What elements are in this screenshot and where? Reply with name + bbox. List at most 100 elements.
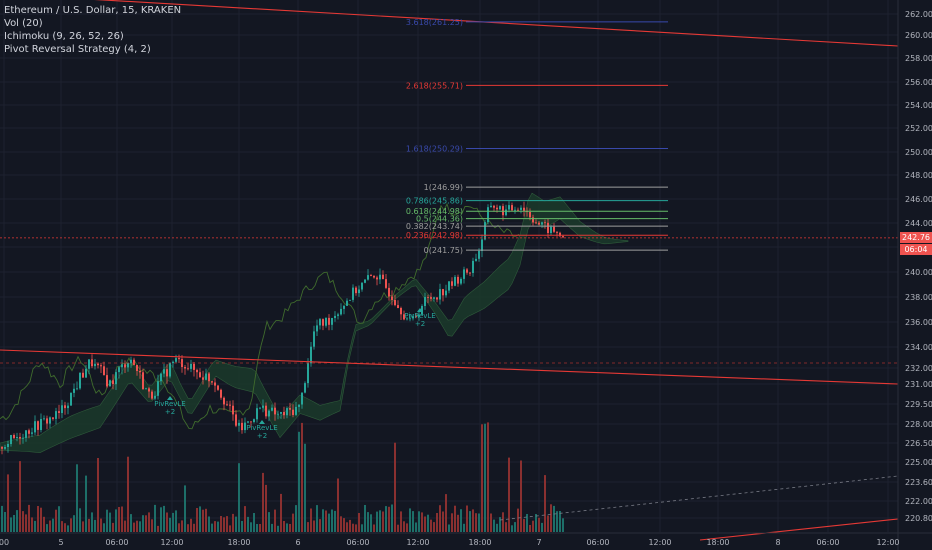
volume-bar bbox=[454, 505, 456, 532]
volume-bar bbox=[511, 525, 513, 532]
trendline-bottom bbox=[699, 518, 899, 541]
y-tick-label: 248.00 bbox=[905, 171, 932, 180]
volume-bar bbox=[382, 511, 384, 532]
candle-body bbox=[289, 408, 291, 410]
time-axis[interactable]: 00 5 06:00 12:00 18:00 6 06:00 12:00 18:00 7 06:00… bbox=[0, 532, 932, 547]
candle-body bbox=[112, 380, 114, 385]
volume-bar bbox=[22, 511, 24, 532]
volume-bar bbox=[232, 513, 234, 532]
volume-bar bbox=[256, 524, 258, 532]
volume-bar bbox=[112, 522, 114, 532]
volume-bar bbox=[508, 457, 510, 532]
candle-body bbox=[133, 359, 135, 365]
candle-body bbox=[205, 373, 207, 380]
volume-bar bbox=[85, 475, 87, 532]
candle-body bbox=[313, 331, 315, 347]
candle-body bbox=[400, 308, 402, 315]
indicator-ichimoku[interactable]: Ichimoku (9, 26, 52, 26) bbox=[4, 31, 124, 42]
price-axis[interactable]: 262.00 260.00 258.00 256.00 254.00 252.00 250.… bbox=[897, 0, 932, 550]
candle-body bbox=[370, 275, 372, 276]
indicator-volume[interactable]: Vol (20) bbox=[4, 18, 43, 29]
candle-body bbox=[322, 319, 324, 326]
volume-bar bbox=[202, 509, 204, 532]
indicator-pivot-reversal[interactable]: Pivot Reversal Strategy (4, 2) bbox=[4, 44, 151, 55]
volume-bar bbox=[4, 512, 6, 532]
fib-level-label: 0.786(245.86) bbox=[406, 197, 463, 206]
candle-body bbox=[439, 289, 441, 300]
candle-body bbox=[502, 206, 504, 216]
volume-bar bbox=[559, 511, 561, 532]
candle-body bbox=[70, 392, 72, 406]
signal-arrow bbox=[417, 308, 423, 312]
candle-body bbox=[124, 364, 126, 368]
candle-body bbox=[409, 318, 411, 320]
candle-body bbox=[415, 316, 417, 317]
candle-body bbox=[367, 275, 369, 280]
volume-bar bbox=[166, 512, 168, 532]
candle-body bbox=[358, 289, 360, 294]
candle-body bbox=[139, 371, 141, 373]
candle-body bbox=[331, 318, 333, 325]
candle-body bbox=[463, 269, 465, 279]
candle-body bbox=[151, 391, 153, 399]
volume-bar bbox=[217, 521, 219, 532]
volume-bar bbox=[451, 513, 453, 532]
symbol-title[interactable]: Ethereum / U.S. Dollar, 15, KRAKEN bbox=[4, 5, 182, 16]
volume-bar bbox=[148, 512, 150, 532]
volume-bar bbox=[358, 513, 360, 532]
candle-body bbox=[262, 405, 264, 408]
volume-bar bbox=[88, 518, 90, 532]
candle-body bbox=[253, 419, 255, 422]
volume-bar bbox=[538, 517, 540, 532]
volume-bar bbox=[310, 508, 312, 532]
volume-bar bbox=[391, 504, 393, 532]
candle-body bbox=[88, 359, 90, 369]
volume-bar bbox=[274, 509, 276, 532]
candle-body bbox=[115, 372, 117, 385]
volume-bar bbox=[280, 493, 282, 532]
volume-bar bbox=[97, 458, 99, 532]
candle-body bbox=[28, 430, 30, 434]
volume-bar bbox=[133, 522, 135, 532]
volume-bar bbox=[286, 523, 288, 532]
candle-body bbox=[136, 365, 138, 371]
volume-bar bbox=[412, 511, 414, 532]
volume-bar bbox=[337, 478, 339, 532]
fib-level-label: 2.618(255.71) bbox=[406, 81, 463, 90]
volume-bar bbox=[292, 513, 294, 532]
candle-body bbox=[202, 377, 204, 380]
candle-body bbox=[193, 363, 195, 370]
candle-body bbox=[223, 397, 225, 405]
volume-bar bbox=[247, 516, 249, 532]
volume-bar bbox=[547, 515, 549, 532]
volume-bar bbox=[295, 505, 297, 532]
volume-bar bbox=[7, 474, 9, 532]
y-tick-label: 225.00 bbox=[905, 458, 932, 467]
candle-body bbox=[67, 405, 69, 409]
candle-body bbox=[4, 447, 6, 449]
volume-bar bbox=[394, 442, 396, 532]
candle-body bbox=[325, 317, 327, 326]
candle-body bbox=[13, 435, 15, 439]
candle-body bbox=[184, 367, 186, 369]
candle-body bbox=[442, 289, 444, 296]
candle-body bbox=[541, 222, 543, 225]
volume-bar bbox=[139, 521, 141, 532]
volume-bar bbox=[175, 510, 177, 532]
volume-bar bbox=[502, 512, 504, 532]
y-tick-label: 258.00 bbox=[905, 54, 932, 63]
volume-bar bbox=[376, 511, 378, 532]
candle-body bbox=[187, 368, 189, 370]
fib-level-label: 3.618(261.25) bbox=[406, 18, 463, 27]
y-tick-label: 222.00 bbox=[905, 497, 932, 506]
candle-body bbox=[406, 318, 408, 320]
chart-grid bbox=[0, 0, 898, 532]
candle-body bbox=[520, 207, 522, 210]
volume-bar bbox=[307, 522, 309, 532]
candle-body bbox=[244, 422, 246, 431]
candle-body bbox=[196, 369, 198, 373]
volume-bar bbox=[79, 508, 81, 532]
candle-body bbox=[532, 217, 534, 223]
